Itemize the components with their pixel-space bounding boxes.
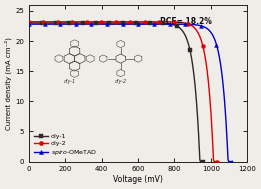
X-axis label: Voltage (mV): Voltage (mV) (113, 175, 163, 184)
Legend: dly-1, dly-2, $\it{spiro}$-OMeTAD: dly-1, dly-2, $\it{spiro}$-OMeTAD (34, 134, 97, 157)
Text: PCE= 18.2%: PCE= 18.2% (160, 17, 212, 26)
Y-axis label: Current density (mA cm⁻²): Current density (mA cm⁻²) (5, 37, 12, 130)
